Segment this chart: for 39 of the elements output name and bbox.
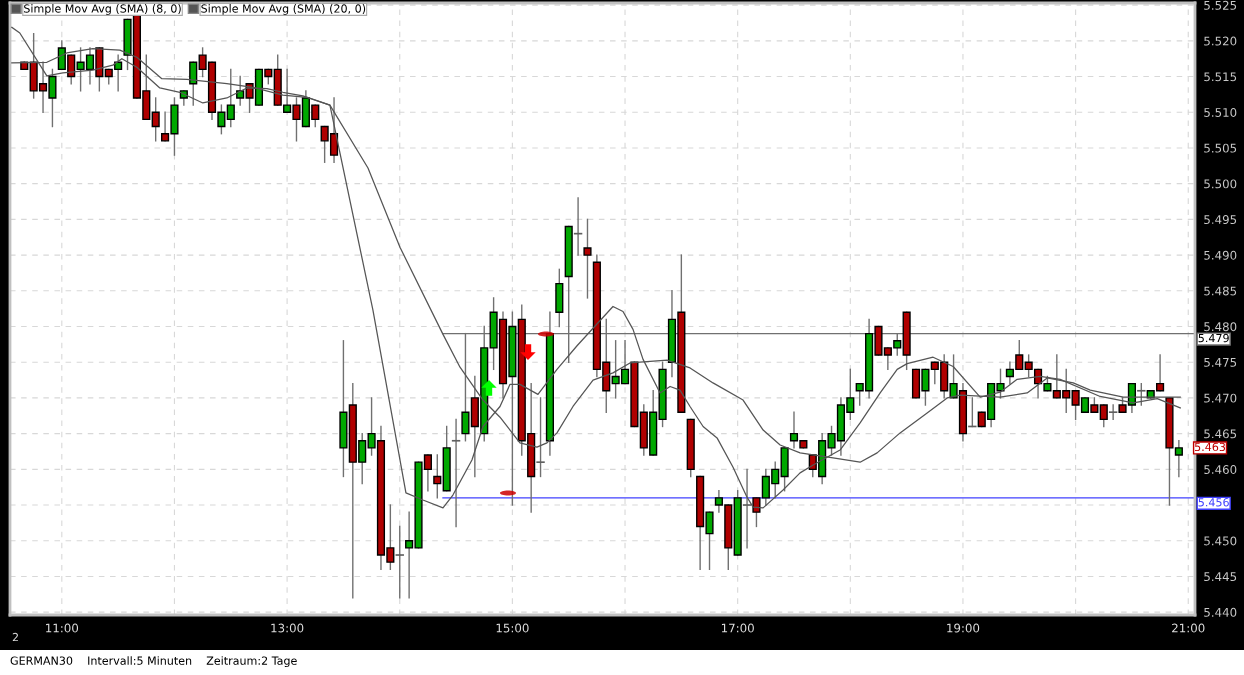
x-tick-label: 11:00	[46, 623, 79, 633]
y-tick-label: 5.495	[1204, 215, 1237, 225]
candlestick	[395, 525, 404, 599]
candlestick	[1137, 382, 1146, 406]
x-tick-label: 17:00	[721, 623, 754, 633]
y-tick-label: 5.480	[1204, 322, 1237, 332]
ref-line-label: 5.479	[1198, 333, 1229, 343]
y-tick-label: 5.460	[1204, 465, 1237, 474]
y-tick-label: 5.510	[1204, 107, 1237, 117]
x-tick-label: 13:00	[271, 623, 304, 633]
candlestick	[1099, 404, 1108, 428]
y-tick-label: 5.505	[1204, 143, 1237, 153]
y-tick-label: 5.485	[1204, 286, 1237, 296]
y-tick-label: 5.465	[1204, 429, 1237, 439]
y-tick-label: 5.475	[1204, 358, 1237, 367]
y-tick-label: 5.525	[1204, 0, 1237, 10]
annotation: 5.463	[1194, 442, 1226, 452]
x-tick-label: 19:00	[947, 623, 980, 633]
text: GERMAN30 Intervall:5 Minuten Zeitraum:2 Tage	[10, 656, 297, 667]
y-tick-label: 5.490	[1204, 250, 1237, 260]
candlestick	[226, 68, 235, 128]
candlestick	[433, 454, 442, 499]
y-tick-label: 5.500	[1204, 179, 1237, 189]
x-tick-label: 21:00	[1172, 623, 1205, 633]
y-tick-label: 5.515	[1204, 72, 1237, 82]
candlestick	[151, 97, 160, 142]
ref-line-label: 5.456	[1198, 498, 1229, 507]
legend-label: Simple Mov Avg (SMA) (8, 0)	[24, 4, 181, 15]
y-tick-label: 5.440	[1204, 607, 1237, 617]
y-tick-label: 5.470	[1204, 393, 1237, 403]
candlestick	[583, 218, 592, 299]
y-tick-label: 5.450	[1204, 536, 1237, 546]
y-tick-label: 5.520	[1204, 36, 1237, 46]
y-tick-label: 5.445	[1204, 572, 1237, 582]
candlestick	[1108, 404, 1118, 421]
text: 2	[12, 632, 18, 642]
legend-label: Simple Mov Avg (SMA) (20, 0)	[201, 4, 366, 15]
x-tick-label: 15:00	[496, 623, 529, 633]
candlestick	[189, 61, 198, 106]
